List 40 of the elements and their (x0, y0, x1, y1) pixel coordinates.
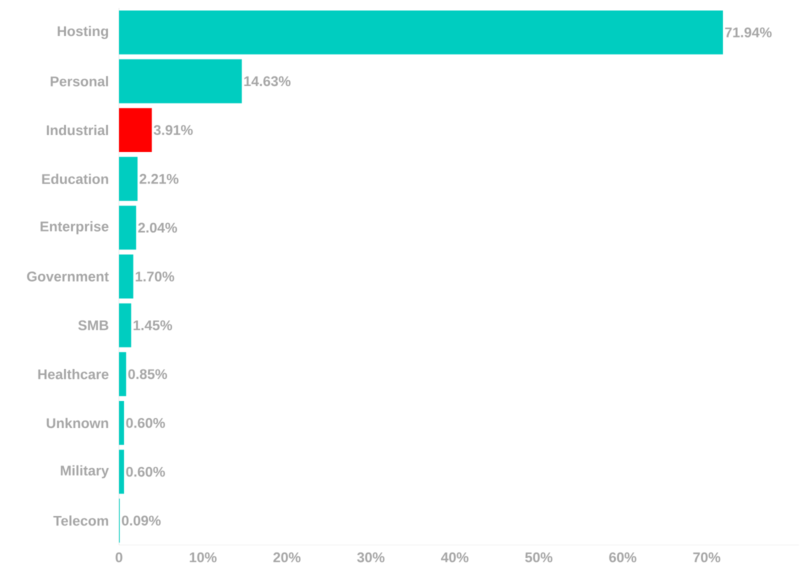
x-tick-label: 40% (441, 552, 468, 562)
y-tick-label: Unknown (46, 418, 108, 428)
data-label: 2.04% (138, 222, 178, 233)
x-tick-label: 70% (693, 552, 720, 562)
data-label: 2.21% (140, 174, 178, 184)
data-label: 3.91% (154, 125, 193, 136)
bar (119, 108, 152, 152)
x-tick-label: 50% (525, 552, 552, 562)
bar (119, 254, 134, 298)
data-label: 71.94% (725, 27, 772, 38)
x-tick-label: 30% (357, 552, 384, 562)
bar (119, 206, 136, 250)
bar (119, 450, 124, 494)
x-tick-label: 20% (273, 552, 301, 562)
y-tick-label: Personal (50, 76, 108, 86)
y-tick-label: Industrial (46, 124, 108, 136)
bar (119, 156, 138, 201)
data-label: 0.85% (128, 369, 168, 380)
bar (119, 400, 124, 445)
data-label: 0.60% (126, 466, 165, 477)
y-tick-label: Military (60, 465, 109, 478)
data-label: 0.09% (122, 516, 161, 526)
x-tick-label: 0 (116, 552, 122, 562)
bar (119, 352, 126, 396)
x-tick-label: 60% (609, 552, 636, 562)
y-tick-label: Telecom (53, 515, 108, 526)
y-tick-label: Hosting (58, 26, 108, 39)
y-tick-label: Enterprise (40, 221, 108, 234)
data-label: 1.70% (136, 272, 174, 282)
y-tick-label: Education (42, 174, 108, 184)
bar (119, 303, 132, 348)
bar (119, 10, 723, 54)
y-tick-label: SMB (78, 320, 108, 330)
bar (119, 59, 242, 104)
x-tick-label: 10% (190, 552, 217, 562)
y-tick-label: Government (27, 272, 109, 282)
data-label: 14.63% (244, 76, 291, 86)
y-tick-label: Healthcare (38, 369, 108, 380)
data-label: 1.45% (134, 320, 172, 330)
data-label: 0.60% (126, 418, 165, 428)
